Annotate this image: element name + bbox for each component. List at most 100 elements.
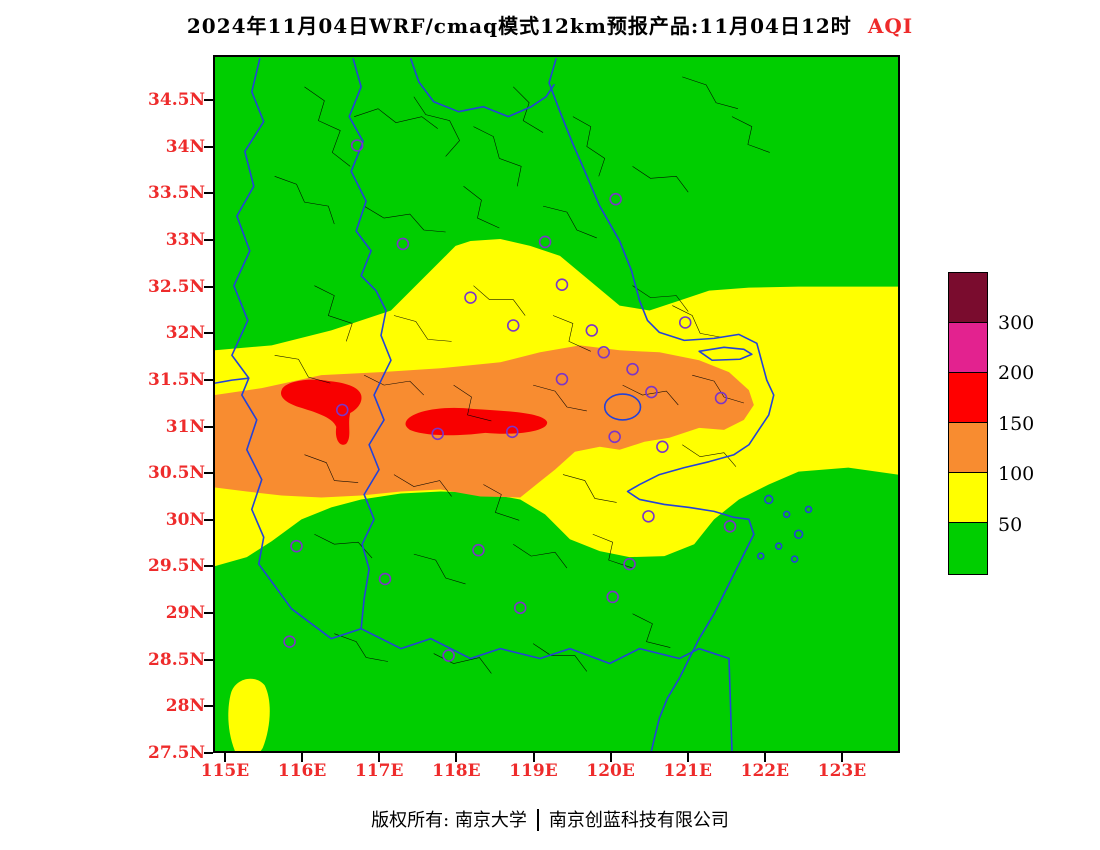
lat-tick-mark [204,332,213,335]
province-border-anhui-jiangsu [348,58,392,630]
county-boundaries [274,76,770,674]
station-marker [513,601,527,615]
lat-tick-mark [204,285,213,288]
aqi-red-region-central [405,407,548,436]
lon-tick-mark [609,753,612,762]
lon-tick-label: 115E [200,761,250,781]
station-marker [472,543,485,557]
colorbar-segment [949,423,987,474]
station-marker [555,372,569,386]
lon-tick-label: 116E [277,761,327,781]
lat-tick-label: 32.5N [148,276,205,297]
copyright-left: 版权所有: 南京大学 [371,810,527,831]
colorbar-threshold-label: 100 [998,463,1035,485]
map-plot [213,55,900,753]
station-marker [585,324,599,337]
station-marker [597,346,610,359]
lat-tick-mark [204,99,213,101]
lon-tick-label: 117E [355,761,404,781]
lon-tick-mark [301,753,304,762]
station-marker [505,425,519,439]
station-marker [645,385,658,399]
lon-tick-mark [763,753,766,762]
lat-tick-label: 34.5N [148,90,205,110]
island [793,529,804,540]
colorbar-labels: 300 200 150 100 50 [998,272,1068,575]
lat-tick-label: 28.5N [148,649,205,670]
footer-divider-bar [536,809,539,831]
lat-tick-mark [204,378,213,381]
province-border-west [215,58,733,751]
station-marker [642,510,655,523]
colorbar-segment [949,473,987,524]
province-boundaries [215,58,813,751]
lat-tick-mark [204,518,213,521]
lon-tick-mark [378,753,381,762]
lon-tick-mark [224,753,226,762]
title-text: 2024年11月04日WRF/cmaq模式12km预报产品:11月04日12时 [186,14,852,38]
chongming-island [698,346,753,362]
lat-tick-mark [204,612,213,615]
taihu-lake [603,393,642,421]
lat-tick-label: 30.5N [148,463,205,484]
colorbar-threshold-label: 300 [998,311,1035,334]
lat-tick-label: 29.5N [148,556,205,577]
lat-tick-mark [204,192,213,195]
lat-tick-label: 28N [165,696,205,717]
colorbar-segment [949,323,987,374]
island [774,542,783,550]
station-marker [350,139,364,152]
station-marker [714,391,728,405]
lon-tick-mark [455,753,458,762]
island [790,555,799,563]
colorbar-segment [949,373,987,424]
lon-tick-mark [841,753,843,762]
lat-tick-label: 29N [165,603,205,624]
lat-tick-mark [204,238,213,241]
colorbar-segment [949,273,987,324]
colorbar-segment [949,523,987,574]
lat-tick-mark [204,658,213,661]
station-marker [538,235,552,249]
station-marker [396,237,410,251]
colorbar-threshold-label: 200 [998,362,1035,384]
county-lines-central [274,285,744,422]
lat-tick-label: 31.5N [148,369,205,390]
station-marker [378,572,392,586]
station-marker [723,520,737,533]
lat-tick-mark [204,425,213,428]
lat-tick-label: 33N [165,229,205,250]
province-border-north [410,58,555,118]
lat-tick-mark [204,565,213,568]
station-marker [626,362,639,376]
lat-tick-label: 34N [165,136,205,157]
lon-tick-label: 121E [663,761,712,781]
aqi-contour-map [215,57,898,751]
colorbar-threshold-label: 50 [998,513,1023,536]
lat-tick-label: 30N [165,509,205,530]
lat-tick-mark [204,752,213,754]
station-marker [290,539,303,553]
station-marker [431,427,444,441]
lat-tick-label: 31N [165,416,205,437]
lon-tick-mark [686,753,689,762]
lon-tick-label: 120E [586,761,635,781]
lat-tick-mark [204,472,213,475]
station-markers [283,139,737,662]
island [782,510,791,519]
station-marker [464,291,477,304]
copyright-right: 南京创蓝科技有限公司 [548,810,729,831]
lat-tick-mark [204,705,213,708]
colorbar-threshold-label: 150 [998,412,1035,435]
aqi-yellow-patch [228,678,270,751]
lat-tick-label: 27.5N [148,743,205,763]
station-marker [608,430,621,444]
county-lines-south [304,444,737,674]
station-marker [442,649,455,662]
figure-title: 2024年11月04日WRF/cmaq模式12km预报产品:11月04日12时 A… [0,10,1100,39]
station-marker [283,635,296,648]
station-marker [656,440,669,454]
copyright-footer: 版权所有: 南京大学 南京创蓝科技有限公司 [0,806,1100,832]
coastline [548,58,775,751]
